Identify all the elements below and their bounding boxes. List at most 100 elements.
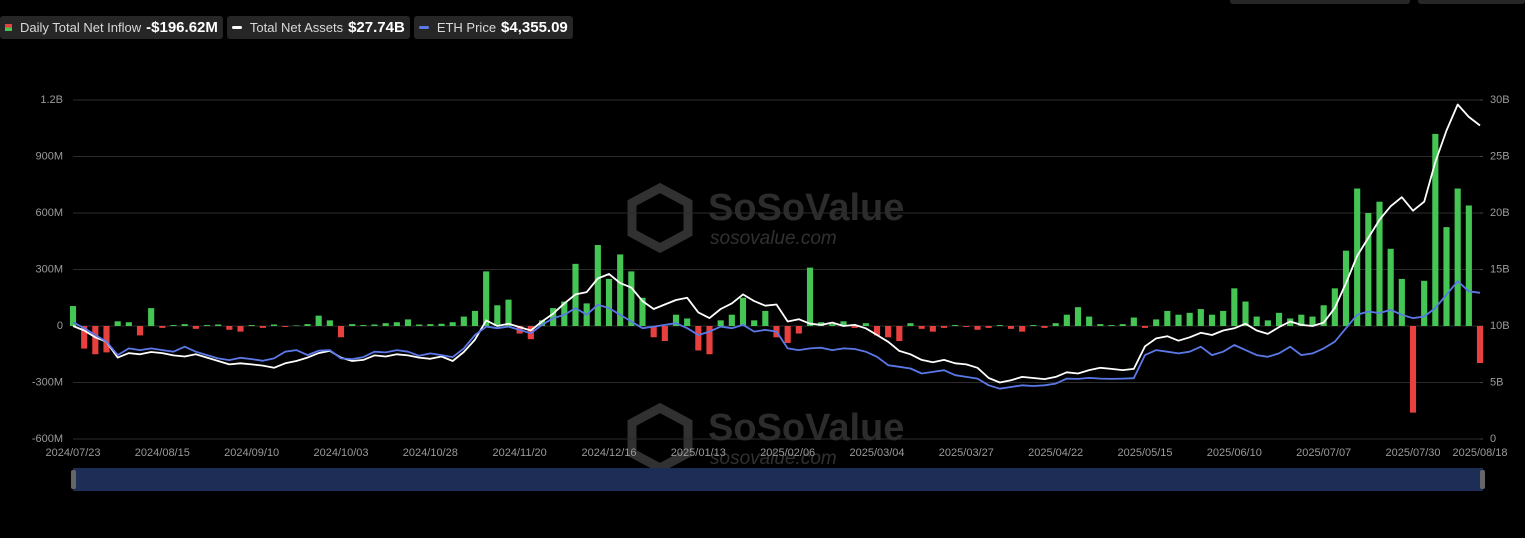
- legend-item[interactable]: ETH Price $4,355.09: [413, 16, 573, 39]
- bar: [1421, 280, 1428, 326]
- y-tick-label: -600M: [32, 433, 63, 445]
- bar: [69, 306, 77, 326]
- bar: [594, 245, 601, 326]
- bar: [1119, 324, 1126, 326]
- bar: [1231, 288, 1238, 326]
- bar: [661, 326, 668, 342]
- legend-value: -$196.62M: [146, 19, 218, 36]
- x-tick-label: 2025/06/10: [1207, 447, 1262, 459]
- legend: Daily Total Net Inflow -$196.62M Total Net…: [0, 16, 573, 39]
- bar: [650, 326, 657, 338]
- bar: [1019, 326, 1026, 332]
- bar: [170, 325, 177, 326]
- legend-item[interactable]: Daily Total Net Inflow -$196.62M: [0, 16, 223, 39]
- bar: [371, 324, 378, 326]
- legend-item[interactable]: Total Net Assets $27.74B: [226, 16, 410, 39]
- bar: [81, 326, 88, 349]
- line: [72, 103, 1481, 384]
- watermark-brand: SoSoValue: [708, 187, 904, 229]
- bar: [1298, 314, 1305, 326]
- bar: [270, 324, 278, 326]
- grid: [73, 99, 1480, 440]
- bar: [963, 326, 970, 327]
- bar: [1443, 227, 1450, 326]
- watermark-site: sosovalue.com: [710, 448, 837, 469]
- legend-value: $27.74B: [348, 19, 405, 36]
- bar: [840, 321, 847, 326]
- bar: [728, 314, 735, 326]
- bar: [192, 326, 199, 329]
- bar: [639, 297, 646, 326]
- bar: [282, 326, 289, 327]
- bar: [226, 326, 233, 330]
- bar: [326, 320, 333, 326]
- bar: [1342, 250, 1350, 326]
- x-tick-label: 2025/03/04: [849, 447, 904, 459]
- bar: [505, 299, 512, 326]
- bar: [148, 308, 155, 326]
- legend-label: Daily Total Net Inflow: [20, 20, 142, 35]
- legend-swatch: [418, 26, 429, 29]
- bar: [349, 324, 356, 326]
- bar: [1086, 316, 1093, 326]
- bar: [248, 325, 255, 326]
- y-tick-label: 0: [57, 320, 63, 332]
- bar: [873, 326, 881, 336]
- bar: [181, 324, 188, 326]
- bar: [952, 325, 959, 326]
- bar: [1275, 312, 1283, 326]
- bar: [393, 322, 400, 326]
- bar: [404, 319, 412, 326]
- y2-tick-label: 15B: [1490, 263, 1510, 275]
- bar: [672, 314, 680, 326]
- y2-tick-label: 10B: [1490, 320, 1510, 332]
- bar: [605, 278, 613, 326]
- bar: [203, 325, 211, 326]
- bar: [304, 324, 311, 326]
- bar: [974, 326, 981, 330]
- bar: [125, 322, 132, 326]
- y2-tick-label: 30B: [1490, 94, 1510, 106]
- bar: [1186, 312, 1193, 326]
- bar: [1175, 314, 1182, 326]
- bar: [1476, 326, 1484, 364]
- bar: [1309, 316, 1316, 326]
- bar: [315, 315, 322, 326]
- bar: [617, 254, 624, 326]
- bar: [1454, 188, 1461, 326]
- y-tick-label: -300M: [32, 376, 63, 388]
- bar: [460, 316, 467, 326]
- bar: [940, 326, 948, 328]
- bar: [896, 326, 903, 342]
- bar: [628, 271, 635, 326]
- bar: [929, 326, 936, 332]
- top-button[interactable]: [1418, 0, 1525, 4]
- bar: [1197, 309, 1204, 326]
- bar: [862, 323, 869, 326]
- bar: [1387, 248, 1394, 326]
- bar: [1220, 310, 1227, 326]
- y2-tick-label: 25B: [1490, 150, 1510, 162]
- bar: [1007, 326, 1015, 329]
- x-tick-label: 2024/10/03: [313, 447, 368, 459]
- top-button[interactable]: [1230, 0, 1410, 4]
- navigator-handle[interactable]: [1480, 470, 1485, 489]
- navigator: [71, 468, 1485, 491]
- bar: [1376, 201, 1383, 326]
- navigator-track: [73, 468, 1483, 491]
- bar: [449, 322, 456, 326]
- bar: [538, 320, 546, 326]
- bar: [885, 326, 892, 338]
- bar: [215, 324, 222, 326]
- x-tick-label: 2025/07/07: [1296, 447, 1351, 459]
- bar: [684, 318, 691, 326]
- bar: [136, 326, 144, 336]
- bar: [483, 271, 490, 326]
- bar: [382, 323, 389, 326]
- bar: [806, 267, 814, 326]
- bar: [717, 320, 724, 326]
- bar: [494, 305, 501, 326]
- y2-tick-label: 20B: [1490, 207, 1510, 219]
- navigator-handle[interactable]: [71, 470, 76, 489]
- bar: [985, 326, 992, 328]
